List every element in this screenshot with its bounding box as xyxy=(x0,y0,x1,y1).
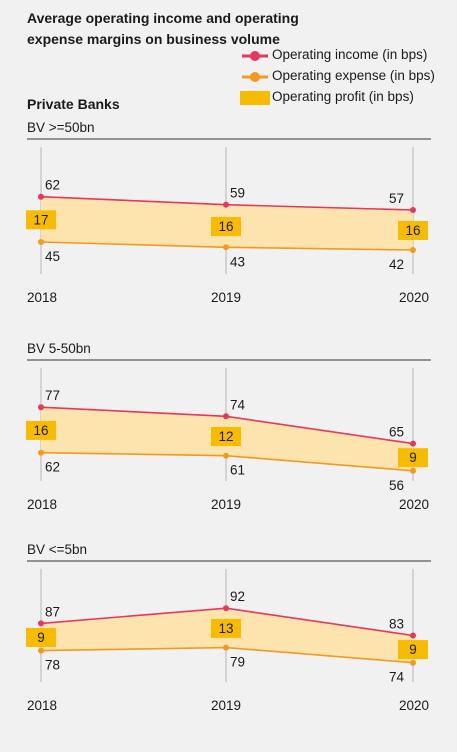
legend-income-label: Operating income (in bps) xyxy=(272,47,428,62)
operating-expense-label: 43 xyxy=(230,254,245,269)
operating-income-label: 87 xyxy=(45,604,60,619)
operating-income-point xyxy=(223,201,229,208)
operating-income-point xyxy=(223,605,229,612)
x-tick-label: 2020 xyxy=(399,698,429,713)
operating-income-label: 74 xyxy=(230,397,246,412)
operating-profit-box xyxy=(211,427,241,446)
panel-title: BV <=5bn xyxy=(27,542,87,557)
operating-expense-point xyxy=(223,644,229,651)
operating-profit-label: 16 xyxy=(405,223,420,238)
operating-expense-point xyxy=(410,467,416,474)
operating-income-point xyxy=(38,404,44,411)
legend-expense-marker xyxy=(242,72,268,82)
panel-2: BV 5-50bn 77 62 16 2018 74 61 12 2019 65 56 9 2020 xyxy=(26,341,431,512)
x-tick-label: 2020 xyxy=(399,497,429,512)
operating-profit-box xyxy=(26,420,56,440)
operating-profit-label: 13 xyxy=(218,621,233,636)
legend-profit-marker xyxy=(240,91,270,105)
x-tick-label: 2018 xyxy=(27,497,57,512)
x-tick-label: 2019 xyxy=(211,497,241,512)
operating-expense-point xyxy=(410,659,416,666)
operating-income-label: 83 xyxy=(389,617,404,632)
operating-expense-label: 61 xyxy=(230,463,245,478)
x-tick-label: 2019 xyxy=(211,698,241,713)
legend-expense-label: Operating expense (in bps) xyxy=(272,68,435,83)
operating-expense-label: 62 xyxy=(45,460,60,475)
operating-profit-label: 17 xyxy=(33,212,48,227)
operating-expense-label: 74 xyxy=(389,670,405,685)
operating-expense-label: 45 xyxy=(45,249,60,264)
legend-income-marker xyxy=(242,51,268,61)
operating-expense-label: 56 xyxy=(389,478,404,493)
operating-profit-box xyxy=(398,221,428,240)
operating-expense-label: 42 xyxy=(389,257,404,272)
operating-income-label: 65 xyxy=(389,425,404,440)
x-tick-label: 2018 xyxy=(27,698,57,713)
operating-income-label: 57 xyxy=(389,191,404,206)
operating-profit-label: 16 xyxy=(33,423,48,438)
operating-profit-label: 9 xyxy=(37,630,45,645)
operating-expense-point xyxy=(223,244,229,251)
operating-profit-box xyxy=(211,217,241,236)
operating-income-label: 77 xyxy=(45,388,60,403)
operating-profit-label: 9 xyxy=(409,642,417,657)
operating-profit-box xyxy=(398,640,428,660)
operating-profit-box xyxy=(26,210,56,230)
operating-income-label: 92 xyxy=(230,589,245,604)
operating-profit-box xyxy=(211,618,241,638)
operating-expense-label: 78 xyxy=(45,658,60,673)
legend-profit-label: Operating profit (in bps) xyxy=(272,89,414,104)
chart-title: Average operating income and operating e… xyxy=(27,10,299,47)
operating-profit-label: 16 xyxy=(218,219,233,234)
x-tick-label: 2019 xyxy=(211,290,241,305)
x-tick-label: 2020 xyxy=(399,290,429,305)
operating-expense-point xyxy=(38,449,44,456)
operating-expense-point xyxy=(223,452,229,459)
operating-income-point xyxy=(410,440,416,447)
operating-expense-label: 79 xyxy=(230,655,245,670)
x-tick-label: 2018 xyxy=(27,290,57,305)
operating-profit-label: 12 xyxy=(218,429,233,444)
panel-title: BV >=50bn xyxy=(27,120,95,135)
operating-profit-label: 9 xyxy=(409,450,417,465)
operating-income-point xyxy=(38,620,44,627)
operating-income-point xyxy=(410,207,416,213)
operating-expense-point xyxy=(38,647,44,654)
operating-expense-point xyxy=(38,239,44,245)
operating-profit-box xyxy=(398,448,428,468)
section-label: Private Banks xyxy=(27,96,120,112)
panel-1: BV >=50bn 62 45 17 2018 59 43 16 2019 57 42 16 2020 xyxy=(26,120,431,305)
operating-income-point xyxy=(410,632,416,639)
panel-title: BV 5-50bn xyxy=(27,341,91,356)
operating-income-label: 62 xyxy=(45,178,60,193)
operating-income-point xyxy=(223,413,229,420)
operating-income-label: 59 xyxy=(230,186,245,201)
operating-profit-box xyxy=(26,628,56,647)
operating-income-point xyxy=(38,193,44,200)
operating-expense-point xyxy=(410,247,416,253)
